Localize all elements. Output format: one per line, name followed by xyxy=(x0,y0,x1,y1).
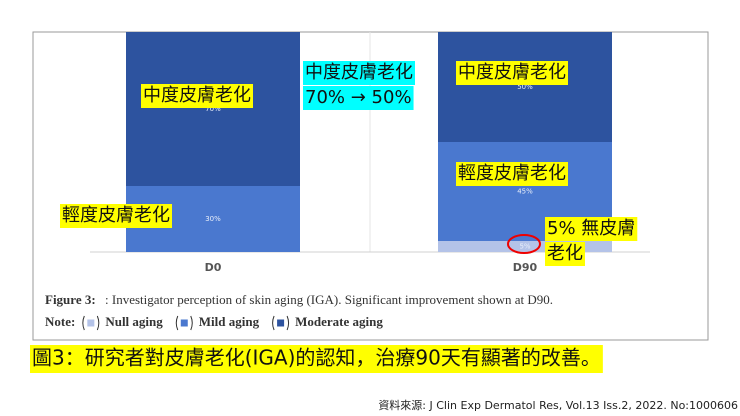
legend-paren xyxy=(272,315,275,331)
annotation-text: 中度皮膚老化 xyxy=(305,62,413,83)
x-tick-label: D90 xyxy=(513,261,538,274)
legend-paren xyxy=(82,315,85,331)
legend-label: Null aging xyxy=(105,314,163,329)
annotation-highlight xyxy=(456,162,568,186)
x-tick-label: D0 xyxy=(205,261,222,274)
annotation-text: 中度皮膚老化 xyxy=(143,85,251,106)
legend-paren xyxy=(96,315,100,331)
legend-paren xyxy=(175,315,179,331)
legend-swatch xyxy=(87,319,95,327)
legend-swatch xyxy=(277,319,285,327)
value-label: 45% xyxy=(517,188,533,196)
annotation: 70% → 50% xyxy=(303,86,414,110)
annotation-text: 輕度皮膚老化 xyxy=(458,163,566,184)
annotation: 5% 無皮膚 xyxy=(545,217,638,241)
bar-segment xyxy=(438,32,612,142)
value-label: 30% xyxy=(205,215,221,223)
legend-label: Moderate aging xyxy=(295,314,383,329)
bar-segment xyxy=(126,32,300,186)
annotation-highlight xyxy=(141,84,253,108)
value-label: 5% xyxy=(519,243,530,251)
annotation: 輕度皮膚老化 xyxy=(456,162,568,186)
annotation-text: 5% 無皮膚 xyxy=(547,218,635,239)
caption-group: 圖3：研究者對皮膚老化(IGA)的認知，治療90天有顯著的改善。 xyxy=(30,345,603,373)
annotation: 中度皮膚老化 xyxy=(141,84,253,108)
annotation-highlight xyxy=(545,242,585,266)
annotation-text: 70% → 50% xyxy=(305,87,412,108)
annotation-highlight xyxy=(303,61,415,85)
note-label: Note: xyxy=(45,314,75,329)
figure-caption: : Investigator perception of skin aging … xyxy=(105,292,553,307)
value-label: 70% xyxy=(205,105,221,113)
value-label: 50% xyxy=(517,83,533,91)
legend-paren xyxy=(190,315,193,331)
annotation-highlight xyxy=(303,86,414,110)
annotation-highlight xyxy=(545,217,638,241)
annotation: 老化 xyxy=(545,242,585,266)
legend-swatch xyxy=(180,319,188,327)
figure-label: Figure 3: xyxy=(45,292,96,307)
legend-label: Mild aging xyxy=(199,314,260,329)
caption-highlight xyxy=(30,345,603,373)
annotation-text: 老化 xyxy=(547,243,583,264)
annotation: 中度皮膚老化 xyxy=(303,61,415,85)
source: 資料來源: J Clin Exp Dermatol Res, Vol.13 Is… xyxy=(378,398,738,412)
annotation: 輕度皮膚老化 xyxy=(60,204,172,228)
highlight-circle xyxy=(507,234,541,254)
annotation-text: 中度皮膚老化 xyxy=(458,62,566,83)
bar-segment xyxy=(438,241,612,252)
annotation-highlight xyxy=(60,204,172,228)
annotation-text: 輕度皮膚老化 xyxy=(62,205,170,226)
annotation: 中度皮膚老化 xyxy=(456,61,568,85)
caption: 圖3：研究者對皮膚老化(IGA)的認知，治療90天有顯著的改善。 xyxy=(32,346,601,370)
annotation-highlight xyxy=(456,61,568,85)
legend-paren xyxy=(286,315,290,331)
